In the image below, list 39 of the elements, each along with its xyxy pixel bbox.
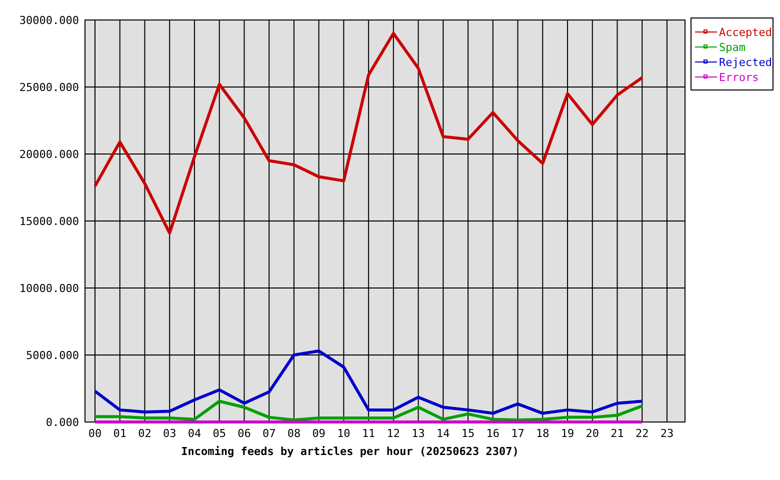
legend-label: Errors bbox=[719, 71, 759, 84]
y-tick-label: 0.000 bbox=[46, 416, 79, 429]
legend-label: Accepted bbox=[719, 26, 772, 39]
y-tick-label: 10000.000 bbox=[19, 282, 79, 295]
x-tick-label: 00 bbox=[88, 427, 102, 440]
legend-label: Rejected bbox=[719, 56, 772, 69]
x-tick-label: 23 bbox=[660, 427, 674, 440]
x-tick-label: 13 bbox=[412, 427, 425, 440]
x-tick-label: 12 bbox=[386, 427, 400, 440]
x-tick-label: 06 bbox=[238, 427, 251, 440]
y-tick-label: 5000.000 bbox=[26, 349, 79, 362]
x-tick-label: 19 bbox=[560, 427, 574, 440]
x-tick-label: 09 bbox=[312, 427, 326, 440]
line-series bbox=[94, 349, 644, 415]
y-tick-label: 25000.000 bbox=[19, 81, 79, 94]
x-tick-label: 15 bbox=[461, 427, 475, 440]
x-tick-label: 22 bbox=[636, 427, 649, 440]
x-tick-label: 07 bbox=[262, 427, 276, 440]
x-axis-title: Incoming feeds by articles per hour (20250623 2307) bbox=[181, 445, 519, 458]
x-tick-label: 18 bbox=[536, 427, 550, 440]
x-tick-label: 20 bbox=[586, 427, 600, 440]
x-tick-label: 10 bbox=[337, 427, 350, 440]
line-series bbox=[94, 400, 644, 422]
y-tick-label: 20000.000 bbox=[19, 148, 79, 161]
x-tick-label: 21 bbox=[610, 427, 624, 440]
x-tick-label: 02 bbox=[138, 427, 152, 440]
x-tick-label: 01 bbox=[113, 427, 126, 440]
x-tick-label: 04 bbox=[188, 427, 202, 440]
legend-label: Spam bbox=[719, 41, 746, 54]
x-tick-label: 14 bbox=[436, 427, 450, 440]
x-tick-label: 05 bbox=[212, 427, 226, 440]
x-tick-label: 11 bbox=[362, 427, 376, 440]
line-series bbox=[94, 32, 644, 235]
x-tick-label: 03 bbox=[162, 427, 176, 440]
y-tick-label: 15000.000 bbox=[19, 215, 79, 228]
x-tick-label: 08 bbox=[287, 427, 301, 440]
y-tick-label: 30000.000 bbox=[19, 14, 79, 27]
x-tick-label: 16 bbox=[486, 427, 500, 440]
x-tick-label: 17 bbox=[511, 427, 524, 440]
